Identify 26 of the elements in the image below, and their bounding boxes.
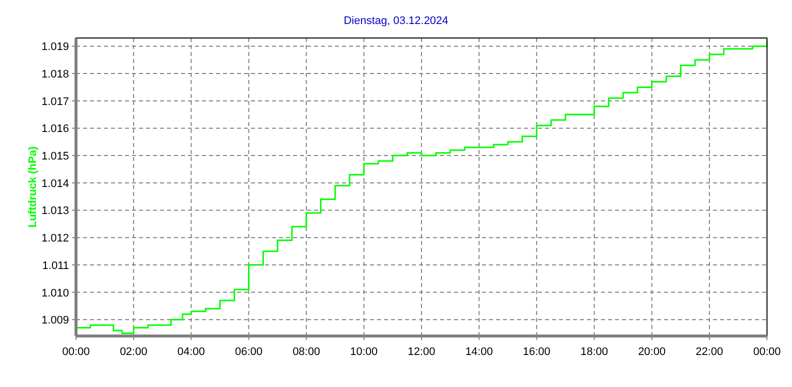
y-tick-label: 1.014 xyxy=(41,178,69,190)
y-tick-label: 1.019 xyxy=(41,41,69,54)
y-tick-label: 1.016 xyxy=(41,123,69,136)
y-tick-label: 1.018 xyxy=(41,68,69,81)
x-tick-label: 02:00 xyxy=(120,346,148,358)
x-tick-label: 12:00 xyxy=(408,346,436,358)
x-tick-label: 22:00 xyxy=(696,346,724,358)
x-tick-label: 14:00 xyxy=(465,346,493,358)
x-tick-label: 16:00 xyxy=(522,346,550,358)
x-tick-label: 10:00 xyxy=(350,346,378,358)
y-tick-label: 1.010 xyxy=(41,287,69,300)
y-tick-label: 1.012 xyxy=(41,232,69,245)
chart-title: Dienstag, 03.12.2024 xyxy=(344,15,448,27)
x-tick-label: 06:00 xyxy=(234,346,263,358)
y-tick-label: 1.017 xyxy=(41,96,69,108)
x-tick-label: 08:00 xyxy=(292,346,320,358)
x-tick-label: 20:00 xyxy=(638,346,666,358)
y-axis-title: Luftdruck (hPa) xyxy=(27,146,39,228)
y-tick-label: 1.013 xyxy=(41,205,69,218)
x-tick-label: 04:00 xyxy=(177,346,205,358)
y-tick-label: 1.011 xyxy=(42,260,69,272)
y-tick-label: 1.015 xyxy=(41,150,69,163)
y-tick-label: 1.009 xyxy=(41,314,69,327)
x-tick-label: 18:00 xyxy=(580,346,608,358)
x-tick-label: 00:00 xyxy=(753,346,781,358)
x-tick-label: 00:00 xyxy=(62,346,90,358)
